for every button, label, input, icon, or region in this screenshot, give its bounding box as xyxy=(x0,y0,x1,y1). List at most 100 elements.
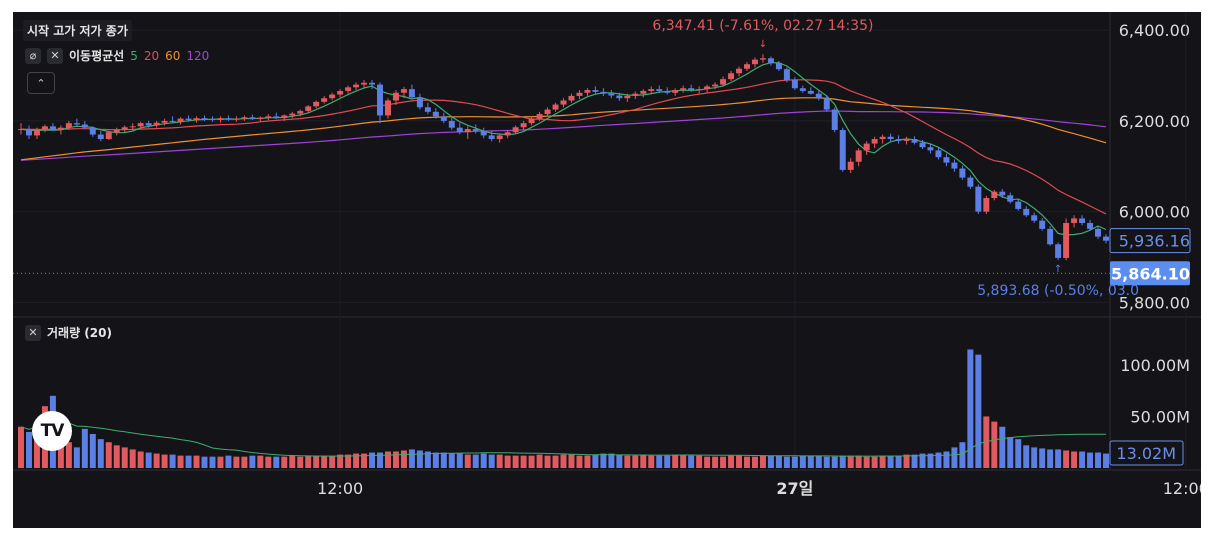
volume-bar xyxy=(345,454,352,468)
candle xyxy=(89,127,96,135)
volume-bar xyxy=(967,349,974,468)
volume-bar xyxy=(217,456,224,468)
volume-bar xyxy=(424,451,431,468)
volume-bar xyxy=(1095,452,1102,468)
logo-text: TV xyxy=(40,421,65,441)
volume-bar xyxy=(177,455,184,468)
volume-bar xyxy=(807,455,814,468)
candle xyxy=(265,116,272,118)
volume-bar xyxy=(544,455,551,468)
candle xyxy=(65,123,72,128)
candle xyxy=(81,124,88,128)
volume-bar xyxy=(632,455,639,468)
ma-period-5: 5 xyxy=(130,48,138,63)
volume-bar xyxy=(600,453,607,468)
volume-bar xyxy=(273,456,280,468)
candle xyxy=(225,118,232,120)
candle xyxy=(736,68,743,74)
candle xyxy=(680,88,687,91)
candle xyxy=(297,110,304,114)
chart-frame: 6,400.00 6,200.00 6,000.00 5,800.00 12:00 27일… xyxy=(13,12,1201,528)
volume-bar xyxy=(640,454,647,468)
candle xyxy=(432,111,439,117)
volume-bar xyxy=(887,455,894,468)
volume-bar xyxy=(736,455,743,468)
volume-bar xyxy=(225,455,232,468)
ma-price-label: 5,936.16 xyxy=(1119,232,1190,251)
candle xyxy=(257,117,264,120)
volume-bar xyxy=(89,433,96,468)
volume-bar xyxy=(560,454,567,468)
tradingview-logo[interactable]: TV xyxy=(32,411,72,451)
candle xyxy=(305,106,312,111)
candle xyxy=(592,90,599,92)
volume-bar xyxy=(1063,450,1070,468)
volume-bar xyxy=(113,445,120,468)
candle xyxy=(600,91,607,94)
candle xyxy=(33,129,40,136)
close-icon[interactable]: ✕ xyxy=(47,47,63,64)
candle xyxy=(839,129,846,170)
candle xyxy=(177,118,184,122)
candle xyxy=(464,129,471,133)
volume-bar xyxy=(496,454,503,468)
candle xyxy=(448,120,455,128)
volume-bar xyxy=(361,453,368,468)
candle xyxy=(927,147,934,151)
candle xyxy=(153,122,160,126)
candle xyxy=(41,126,48,130)
volume-bar xyxy=(759,455,766,468)
candle xyxy=(536,114,543,119)
candle xyxy=(632,93,639,96)
close-icon[interactable]: ✕ xyxy=(25,324,41,341)
candle xyxy=(392,92,399,101)
volume-bar xyxy=(839,455,846,468)
volume-bar xyxy=(105,442,112,468)
volume-bar xyxy=(480,453,487,468)
candle xyxy=(313,101,320,107)
volume-bar xyxy=(488,454,495,468)
volume-bar xyxy=(696,455,703,468)
volume-bar xyxy=(416,450,423,468)
candle xyxy=(488,135,495,140)
volume-bar xyxy=(73,447,80,468)
ma60-line xyxy=(20,97,1107,161)
ma-period-120: 120 xyxy=(186,48,210,63)
candle xyxy=(217,118,224,120)
y-tick-label: 6,000.00 xyxy=(1119,203,1190,222)
volume-bar xyxy=(855,455,862,468)
candlestick-chart[interactable]: 6,400.00 6,200.00 6,000.00 5,800.00 12:00 27일… xyxy=(13,12,1201,528)
volume-bar xyxy=(408,449,415,468)
volume-bar xyxy=(321,455,328,468)
candle xyxy=(1023,208,1030,216)
volume-bar xyxy=(432,452,439,468)
volume-value-box xyxy=(1109,440,1184,466)
volume-bar xyxy=(983,416,990,468)
candle xyxy=(512,127,519,133)
candle xyxy=(767,58,774,63)
volume-bar xyxy=(512,455,519,468)
candle xyxy=(815,93,822,99)
volume-bar xyxy=(815,455,822,468)
candle xyxy=(616,95,623,99)
eye-hidden-icon[interactable]: ⌀ xyxy=(25,47,41,64)
volume-bar xyxy=(999,426,1006,468)
volume-bar xyxy=(448,453,455,468)
candle xyxy=(783,69,790,81)
collapse-legend-button[interactable]: ⌃ xyxy=(27,72,55,94)
candle xyxy=(791,80,798,89)
volume-bar xyxy=(552,455,559,468)
volume-bar xyxy=(1039,448,1046,468)
candle xyxy=(967,177,974,187)
candle xyxy=(97,134,104,140)
volume-bar xyxy=(879,455,886,468)
candle xyxy=(185,118,192,120)
ma-period-20: 20 xyxy=(143,48,160,63)
candle xyxy=(329,94,336,99)
candle xyxy=(720,79,727,85)
volume-bar xyxy=(688,455,695,468)
candle xyxy=(121,127,128,130)
volume-bar xyxy=(392,451,399,468)
candle xyxy=(576,92,583,96)
volume-bar xyxy=(281,456,288,468)
